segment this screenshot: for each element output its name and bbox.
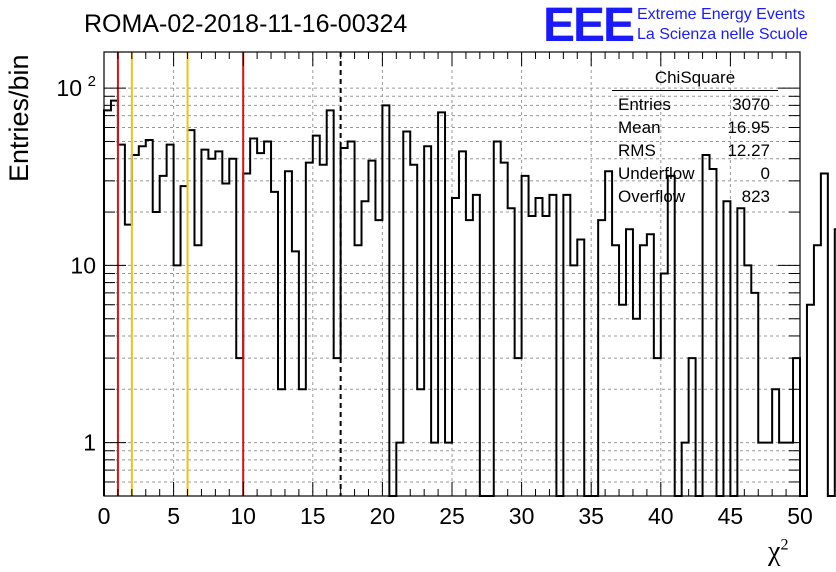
reference-lines (116, 52, 342, 496)
stats-row: Underflow 0 (618, 164, 770, 183)
logo-line-1: Extreme Energy Events (637, 6, 806, 23)
stats-row: Entries 3070 (618, 95, 770, 114)
eee-logo: EEE (543, 0, 635, 52)
x-tick-label: 15 (300, 503, 326, 529)
x-tick-label: 30 (509, 503, 535, 529)
y-tick-label: 10 (70, 252, 96, 278)
stats-row: RMS 12.27 (618, 141, 770, 160)
x-tick-label: 5 (167, 503, 180, 529)
stats-title: ChiSquare (612, 68, 778, 91)
histogram-outline (103, 99, 836, 497)
chart-title: ROMA-02-2018-11-16-00324 (84, 10, 408, 38)
logo-line-2: La Scienza nelle Scuole (637, 26, 808, 43)
x-tick-label: 45 (718, 503, 744, 529)
histogram-series (103, 99, 836, 497)
stats-box: ChiSquare Entries 3070 Mean 16.95 RMS 12.27… (612, 68, 778, 208)
x-tick-label: 0 (98, 503, 111, 529)
x-tick-label: 50 (787, 503, 813, 529)
x-tick-label: 25 (439, 503, 465, 529)
y-axis-label: Entries/bin (4, 54, 34, 182)
stats-row: Overflow 823 (618, 187, 770, 206)
x-tick-label: 40 (648, 503, 674, 529)
x-tick-label: 20 (370, 503, 396, 529)
x-tick-label: 35 (578, 503, 604, 529)
y-tick-label-exp: 2 (88, 73, 96, 90)
y-tick-label: 1 (83, 430, 96, 456)
stats-row: Mean 16.95 (618, 118, 770, 137)
tick-labels: 0 5 10 15 20 25 30 35 40 45 50 1 10 10 2 (56, 73, 812, 529)
x-axis-label: χ2 (768, 536, 789, 567)
x-tick-label: 10 (230, 503, 256, 529)
axis-ticks (103, 52, 801, 497)
y-tick-label: 10 (56, 75, 82, 101)
